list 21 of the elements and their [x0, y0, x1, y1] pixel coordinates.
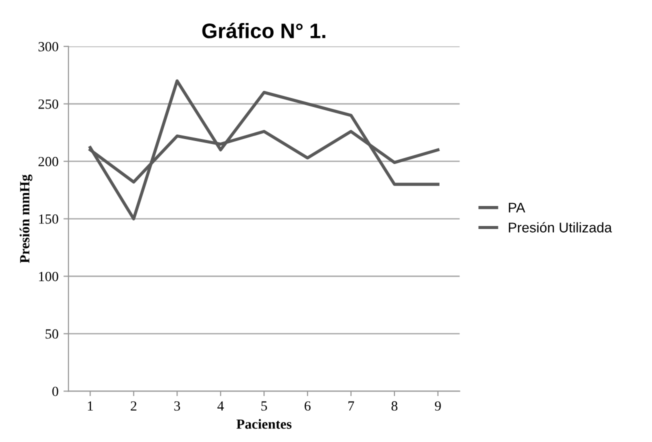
chart-title: Gráfico N° 1.: [202, 22, 326, 38]
x-tick-label: 8: [392, 401, 398, 411]
x-tick-label: 3: [174, 401, 180, 411]
y-tick-label: 200: [38, 156, 58, 166]
y-tick-label: 250: [38, 99, 58, 109]
x-tick-label: 4: [217, 401, 224, 411]
y-axis-title: Presión mmHg: [20, 174, 32, 263]
x-tick-label: 5: [261, 401, 267, 411]
x-tick-label: 1: [88, 401, 93, 411]
x-tick-label: 7: [348, 401, 354, 411]
x-tick-label: 9: [434, 401, 441, 411]
x-tick-label: 2: [130, 401, 136, 411]
legend-label: PA: [508, 202, 526, 212]
y-tick-label: 100: [39, 272, 58, 282]
x-tick-label: 6: [304, 401, 311, 411]
y-tick-label: 50: [46, 329, 58, 339]
legend-label: Presión Utilizada: [508, 222, 612, 232]
y-tick-label: 0: [52, 386, 58, 396]
y-tick-label: 300: [38, 42, 58, 52]
y-tick-label: 150: [39, 214, 58, 224]
x-axis-title: Pacientes: [236, 419, 292, 429]
